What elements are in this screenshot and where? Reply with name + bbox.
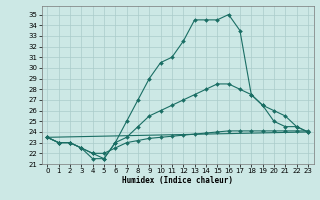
X-axis label: Humidex (Indice chaleur): Humidex (Indice chaleur) bbox=[122, 176, 233, 185]
